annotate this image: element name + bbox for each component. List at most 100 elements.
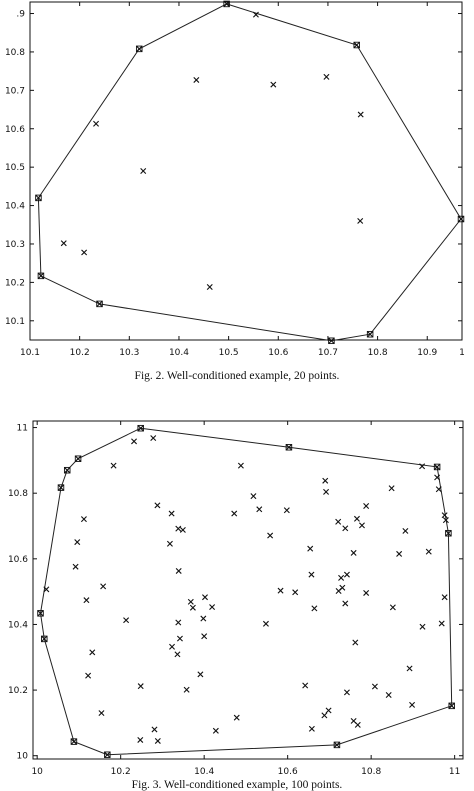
data-point xyxy=(358,522,365,529)
data-point xyxy=(385,692,392,698)
cross-stroke xyxy=(223,0,230,7)
data-point xyxy=(357,217,364,224)
vertex-box xyxy=(57,484,65,491)
data-point xyxy=(250,493,257,500)
data-point xyxy=(80,516,87,523)
y-tick-label: 10.3 xyxy=(5,240,25,250)
data-point xyxy=(438,620,445,627)
data-point xyxy=(335,587,342,594)
data-point xyxy=(150,435,157,442)
data-point xyxy=(311,605,318,612)
data-point xyxy=(154,737,161,744)
figure-3-caption: Fig. 3. Well-conditioned example, 100 po… xyxy=(131,779,343,791)
data-point xyxy=(176,635,183,642)
cross-stroke xyxy=(308,571,315,578)
cross-stroke xyxy=(140,168,147,174)
cross-stroke xyxy=(363,589,370,596)
y-tick-label: .9 xyxy=(16,10,25,20)
vertex-box xyxy=(366,330,374,338)
x-tick-label: 10.5 xyxy=(219,348,239,358)
vertex-box xyxy=(353,41,360,49)
cross-stroke xyxy=(200,615,207,622)
cross-stroke xyxy=(371,683,378,690)
y-tick-label: 10.6 xyxy=(8,555,28,565)
data-point xyxy=(256,506,263,513)
x-tick-label: 10.9 xyxy=(417,348,437,358)
cross-stroke xyxy=(137,736,144,743)
x-tick-label: 10 xyxy=(31,767,43,777)
cross-stroke xyxy=(175,525,182,532)
data-point xyxy=(74,539,81,546)
data-point xyxy=(302,682,309,689)
data-point xyxy=(322,477,329,484)
cross-stroke xyxy=(270,81,277,88)
cross-stroke xyxy=(37,610,44,617)
cross-stroke xyxy=(151,726,158,733)
y-tick-label: 10.5 xyxy=(5,163,25,173)
cross-stroke xyxy=(168,510,175,517)
data-point xyxy=(270,81,277,88)
vertex-box xyxy=(445,529,452,537)
data-point xyxy=(419,623,426,630)
cross-stroke xyxy=(193,76,200,83)
x-tick-label: 10.2 xyxy=(70,348,90,358)
cross-stroke xyxy=(250,493,257,500)
data-point xyxy=(389,604,396,611)
hull-vertex xyxy=(285,444,293,451)
data-point xyxy=(321,712,328,719)
data-point xyxy=(335,518,342,525)
x-tick-label: 10.3 xyxy=(119,348,139,358)
cross-stroke xyxy=(212,727,219,734)
data-point xyxy=(206,284,213,290)
y-tick-label: 10.1 xyxy=(5,317,25,327)
cross-stroke xyxy=(233,714,240,721)
cross-stroke xyxy=(169,643,176,650)
hull-vertex xyxy=(96,300,103,308)
data-point xyxy=(262,620,269,627)
cross-stroke xyxy=(166,540,173,547)
data-point xyxy=(154,502,161,509)
data-point xyxy=(81,249,88,256)
y-tick-label: 10.2 xyxy=(5,278,25,288)
y-tick-label: 10.6 xyxy=(5,125,25,135)
cross-stroke xyxy=(328,337,335,344)
cross-stroke xyxy=(335,518,342,525)
cross-stroke xyxy=(154,737,161,744)
data-point xyxy=(187,598,194,605)
cross-stroke xyxy=(183,686,190,693)
cross-stroke xyxy=(89,649,96,656)
cross-stroke xyxy=(137,683,144,690)
cross-stroke xyxy=(175,619,182,626)
cross-stroke xyxy=(41,635,48,642)
hull-vertex xyxy=(37,272,45,280)
cross-stroke xyxy=(154,502,161,509)
cross-stroke xyxy=(357,217,364,224)
hull-vertex xyxy=(135,45,143,53)
cross-stroke xyxy=(396,550,403,557)
cross-stroke xyxy=(321,712,328,719)
cross-stroke xyxy=(137,425,144,432)
data-point xyxy=(174,651,181,658)
cross-stroke xyxy=(256,506,263,513)
figure-2-plot: 10.1 10.2 10.3 10.4 10.5 10.6 10.7 10.8 10.9 1 10.… xyxy=(5,0,465,358)
data-point xyxy=(193,76,200,83)
cross-stroke xyxy=(307,545,314,552)
data-point xyxy=(292,589,299,596)
x-tick-label: 10.7 xyxy=(318,348,338,358)
data-point xyxy=(237,462,244,469)
data-point xyxy=(110,462,117,469)
hull-vertex xyxy=(41,635,48,643)
cross-stroke xyxy=(93,120,100,127)
cross-stroke xyxy=(277,587,284,594)
y-tick-label: 10.2 xyxy=(8,686,28,696)
cross-stroke xyxy=(64,467,71,474)
cross-stroke xyxy=(357,111,364,118)
data-point xyxy=(350,549,357,556)
data-point xyxy=(168,510,175,517)
vertex-box xyxy=(333,741,341,749)
hull-vertex xyxy=(328,337,335,345)
hull-vertex xyxy=(333,741,341,749)
cross-stroke xyxy=(445,530,452,537)
x-tick-label: 10.6 xyxy=(278,767,298,777)
cross-stroke xyxy=(333,741,340,748)
